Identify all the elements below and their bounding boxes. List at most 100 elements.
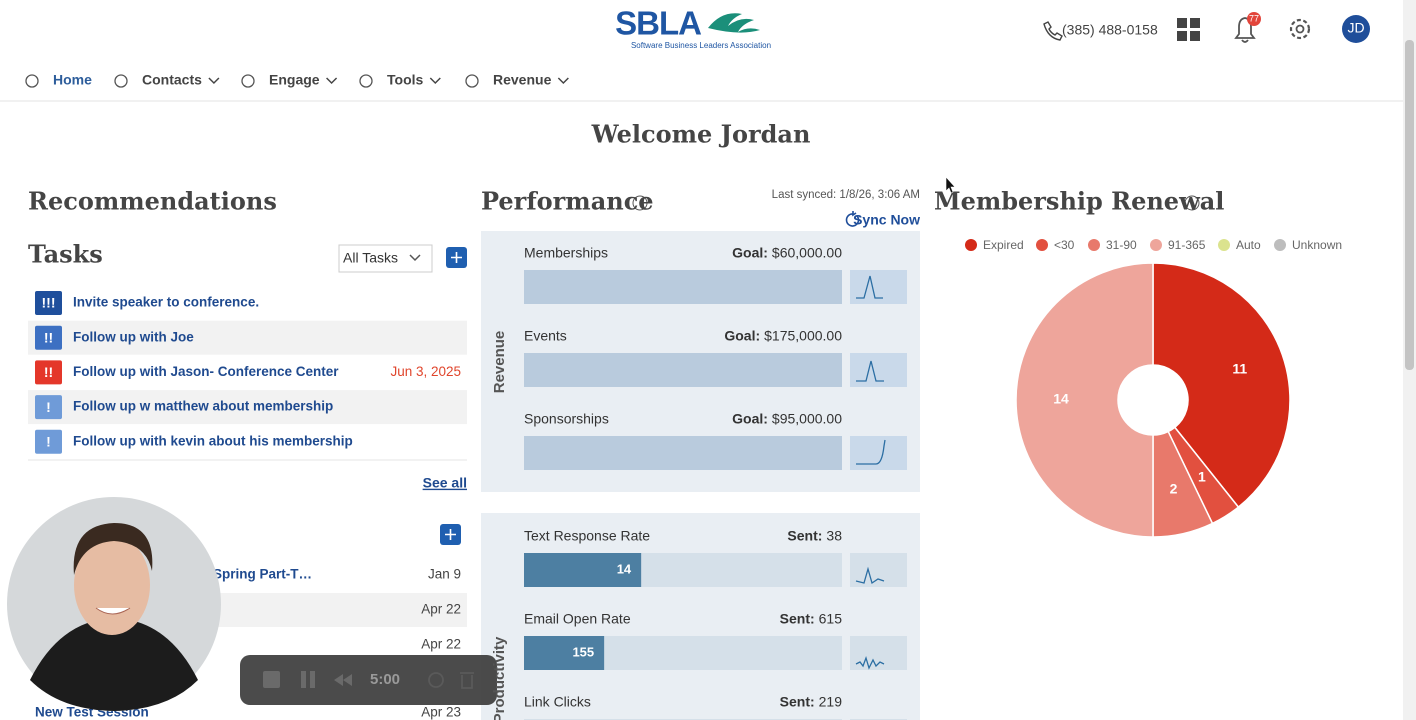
sparkline-box	[850, 270, 907, 304]
chevron	[326, 77, 338, 85]
legend-label[interactable]: Expired	[983, 238, 1024, 252]
delete-button[interactable]	[460, 672, 474, 689]
session-date: Apr 22	[421, 637, 461, 652]
metric-sent-label: Sent:	[780, 694, 815, 710]
metric-sent: 38	[826, 528, 842, 544]
pie-slice[interactable]	[1152, 262, 1291, 509]
progress-track	[524, 270, 842, 304]
sparkline-box	[850, 636, 907, 670]
metric-goal: $95,000.00	[772, 411, 842, 427]
task-row-bg	[28, 320, 467, 355]
section-title: Recommendations	[28, 187, 277, 216]
sparkline	[855, 566, 885, 585]
webcam-face	[74, 535, 150, 635]
priority-glyph: !	[46, 399, 51, 415]
session-date: Apr 23	[421, 705, 461, 720]
legend-swatch	[1088, 239, 1100, 251]
task-link[interactable]: Follow up with Joe	[73, 329, 194, 344]
filter-label: All Tasks	[343, 250, 398, 266]
slice-label: 1	[1198, 469, 1206, 485]
nav-icon	[359, 74, 373, 88]
legend-label[interactable]: Unknown	[1292, 238, 1342, 252]
webcam-shirt	[30, 618, 198, 711]
progress-track	[524, 436, 842, 470]
metric-sent: 219	[819, 694, 843, 710]
group-label: Revenue	[491, 331, 508, 394]
video-controls	[240, 655, 497, 705]
restart-button[interactable]	[428, 672, 444, 688]
metric-name: Link Clicks	[524, 694, 591, 710]
logo-mark	[708, 13, 760, 33]
plus	[451, 252, 462, 263]
group-label: Productivity	[491, 636, 508, 720]
metric-goal: $175,000.00	[764, 328, 842, 344]
nav-icon	[114, 74, 128, 88]
sparkline	[856, 360, 884, 382]
legend-label[interactable]: 31-90	[1106, 238, 1137, 252]
slice-label: 14	[1053, 391, 1069, 407]
webcam-hair	[73, 523, 153, 575]
session-date: Jan 9	[428, 567, 461, 582]
bell-icon[interactable]	[1234, 17, 1256, 43]
task-link[interactable]: Follow up with kevin about his membershi…	[73, 433, 353, 448]
nav-item[interactable]: Engage	[269, 72, 320, 88]
priority-glyph: !	[46, 434, 51, 450]
settings-icon-center	[1295, 24, 1305, 34]
rewind-button[interactable]	[334, 674, 352, 686]
legend-label[interactable]: Auto	[1236, 238, 1261, 252]
nav-item[interactable]: Home	[53, 72, 92, 88]
productivity-panel	[481, 513, 920, 720]
priority-icon	[35, 429, 62, 454]
progress-value: 155	[572, 644, 594, 659]
legend-label[interactable]: 91-365	[1168, 238, 1206, 252]
info-icon[interactable]	[632, 195, 648, 211]
scroll-thumb[interactable]	[1405, 40, 1414, 370]
avatar[interactable]	[1342, 15, 1370, 43]
task-row-bg	[28, 390, 467, 425]
task-link[interactable]: Follow up with Jason- Conference Center	[73, 364, 339, 379]
tasks-title: Tasks	[28, 240, 103, 269]
legend-swatch	[1274, 239, 1286, 251]
legend-label[interactable]: <30	[1054, 238, 1075, 252]
nav-item[interactable]: Revenue	[493, 72, 552, 88]
stop-button[interactable]	[263, 671, 280, 688]
sync-icon	[845, 211, 860, 227]
priority-icon	[35, 395, 62, 420]
nav-item[interactable]: Contacts	[142, 72, 202, 88]
nav-icon	[25, 74, 39, 88]
settings-icon[interactable]	[1289, 18, 1311, 40]
phone: (385) 488-0158	[1062, 22, 1158, 38]
chevron	[409, 254, 421, 262]
info-icon[interactable]	[1184, 195, 1200, 211]
priority-glyph: !!!	[42, 295, 56, 311]
badge	[1247, 12, 1261, 26]
logo-tagline: Software Business Leaders Association	[631, 41, 771, 50]
task-link[interactable]: Invite speaker to conference.	[73, 295, 259, 310]
sparkline-box	[850, 436, 907, 470]
metric-name: Events	[524, 328, 567, 344]
pie-slice[interactable]	[1015, 262, 1154, 538]
metric-sent-label: Sent:	[780, 611, 815, 627]
apps-icon[interactable]	[1177, 18, 1200, 41]
slice-label: 2	[1170, 480, 1178, 496]
pause-button[interactable]	[301, 671, 315, 688]
session-link[interactable]: Spring Part-T…	[213, 567, 312, 582]
chevron	[429, 77, 441, 85]
progress-fill	[524, 553, 642, 587]
badge-count: 77	[1249, 13, 1259, 23]
metric-name: Memberships	[524, 245, 608, 261]
legend-swatch	[1150, 239, 1162, 251]
task-link[interactable]: Follow up w matthew about membership	[73, 399, 333, 414]
legend-swatch	[965, 239, 977, 251]
phone-icon	[1043, 21, 1063, 41]
slice-label: 11	[1232, 360, 1247, 376]
metric-goal-label: Goal:	[732, 245, 768, 261]
task-date: Jun 3, 2025	[390, 364, 461, 379]
nav-item[interactable]: Tools	[387, 72, 424, 88]
see-all-link[interactable]: See all	[423, 475, 467, 491]
sync-now[interactable]: Sync Now	[853, 212, 920, 228]
legend-swatch	[1036, 239, 1048, 251]
